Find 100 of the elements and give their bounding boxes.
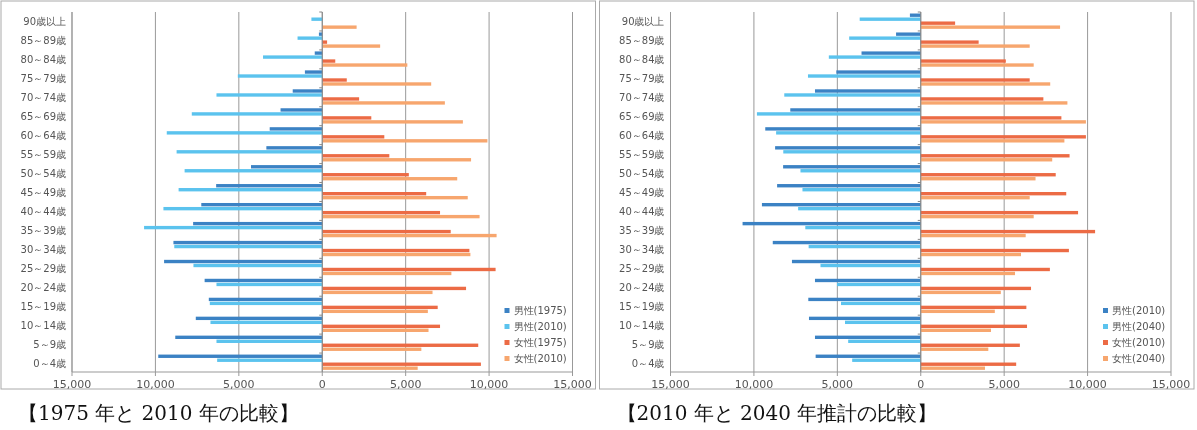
bar — [783, 150, 921, 154]
y-tick-label: 25～29歳 — [619, 262, 665, 274]
y-tick-label: 55～59歳 — [20, 149, 66, 161]
y-tick-label: 85～89歳 — [20, 35, 66, 47]
y-tick-label: 90歳以上 — [23, 16, 66, 28]
bar — [314, 51, 323, 55]
bar — [920, 21, 956, 25]
y-tick-label: 50～54歳 — [619, 168, 665, 180]
bar — [322, 44, 381, 48]
bar — [920, 116, 1062, 120]
x-tick-label: 5,000 — [223, 378, 255, 391]
x-tick-label: 5,000 — [389, 378, 422, 391]
y-tick-label: 65～69歳 — [20, 111, 66, 123]
y-tick-label: 40～44歳 — [619, 205, 665, 217]
legend-label: 男性(2040) — [1112, 321, 1166, 332]
bar — [896, 32, 921, 36]
x-tick-label: 5,000 — [821, 378, 854, 391]
legend-label: 女性(2010) — [1112, 337, 1166, 348]
bar — [237, 74, 323, 78]
y-tick-label: 45～49歳 — [20, 187, 66, 198]
y-tick-label: 70～74歳 — [20, 92, 66, 104]
y-tick-label: 30～34歳 — [20, 243, 66, 255]
y-tick-label: 90歳以上 — [621, 16, 665, 28]
y-tick-label: 30～34歳 — [619, 243, 665, 255]
bar — [322, 139, 488, 143]
x-tick-label: 0 — [318, 378, 326, 391]
y-tick-label: 15～19歳 — [20, 300, 66, 312]
bar — [920, 139, 1065, 143]
bar — [322, 120, 463, 124]
bar — [920, 63, 1034, 67]
bar — [814, 89, 921, 93]
bar — [920, 97, 1044, 101]
bar — [790, 108, 921, 112]
y-tick-label: 35～39歳 — [619, 224, 665, 236]
y-tick-label: 60～64歳 — [20, 130, 66, 142]
y-tick-label: 10～14歳 — [20, 319, 66, 331]
bar — [775, 146, 921, 150]
legend-label: 男性(1975) — [513, 305, 567, 316]
bar — [322, 59, 336, 63]
bar — [920, 82, 1051, 86]
bar — [322, 97, 360, 101]
bar — [849, 36, 921, 40]
bar — [216, 93, 323, 97]
x-tick-label: 15,000 — [1151, 378, 1191, 391]
y-tick-label: 70～74歳 — [619, 92, 665, 104]
bar — [322, 101, 445, 105]
bar — [304, 70, 323, 74]
y-tick-label: 0～4歳 — [33, 357, 66, 369]
bar — [828, 55, 921, 59]
x-tick-label: 10,000 — [136, 378, 175, 391]
bar — [861, 51, 921, 55]
y-tick-label: 15～19歳 — [619, 300, 665, 312]
x-tick-label: 0 — [917, 378, 925, 391]
y-tick-label: 40～44歳 — [20, 205, 66, 217]
bar — [807, 74, 921, 78]
text: 【1975 年と 2010 年の比較】 — [18, 401, 299, 425]
bar — [322, 40, 328, 44]
y-tick-label: 45～49歳 — [619, 187, 665, 198]
bar — [765, 127, 921, 131]
x-tick-label: 15,000 — [553, 378, 592, 391]
bar — [263, 55, 323, 59]
bar — [784, 93, 921, 97]
y-tick-label: 60～64歳 — [619, 130, 665, 142]
y-tick-label: 20～24歳 — [20, 281, 66, 293]
y-tick-label: 75～79歳 — [20, 73, 66, 85]
y-tick-label: 10～14歳 — [619, 319, 665, 331]
y-tick-label: 35～39歳 — [20, 224, 66, 236]
bar — [176, 150, 323, 154]
bar — [776, 131, 921, 135]
bar — [292, 89, 323, 93]
bar — [920, 40, 979, 44]
bar — [280, 108, 323, 112]
bar — [920, 25, 1061, 29]
legend-label: 女性(2010) — [513, 353, 567, 364]
bar — [318, 32, 323, 36]
bar — [920, 44, 1030, 48]
x-tick-label: 5,000 — [988, 378, 1020, 391]
x-tick-label: 15,000 — [651, 378, 690, 391]
y-tick-label: 85～89歳 — [619, 35, 665, 47]
legend-label: 男性(2010) — [513, 321, 567, 332]
y-tick-label: 65～69歳 — [619, 111, 665, 123]
x-tick-label: 10,000 — [734, 378, 774, 391]
x-tick-label: 10,000 — [1068, 378, 1107, 391]
y-tick-label: 50～54歳 — [20, 168, 66, 180]
bar — [311, 17, 323, 21]
bar — [322, 82, 432, 86]
y-tick-label: 5～9歳 — [33, 338, 66, 350]
y-tick-label: 80～84歳 — [20, 54, 66, 66]
bar — [322, 116, 372, 120]
bar — [191, 112, 323, 116]
bar — [920, 120, 1086, 124]
y-tick-label: 20～24歳 — [619, 281, 665, 293]
x-tick-label: 10,000 — [469, 378, 509, 391]
legend-label: 女性(1975) — [513, 337, 567, 348]
bar — [297, 36, 323, 40]
bar — [920, 101, 1068, 105]
y-tick-label: 25～29歳 — [20, 262, 66, 274]
bar — [836, 70, 921, 74]
y-tick-label: 0～4歳 — [631, 357, 665, 369]
y-tick-label: 75～79歳 — [619, 73, 665, 85]
